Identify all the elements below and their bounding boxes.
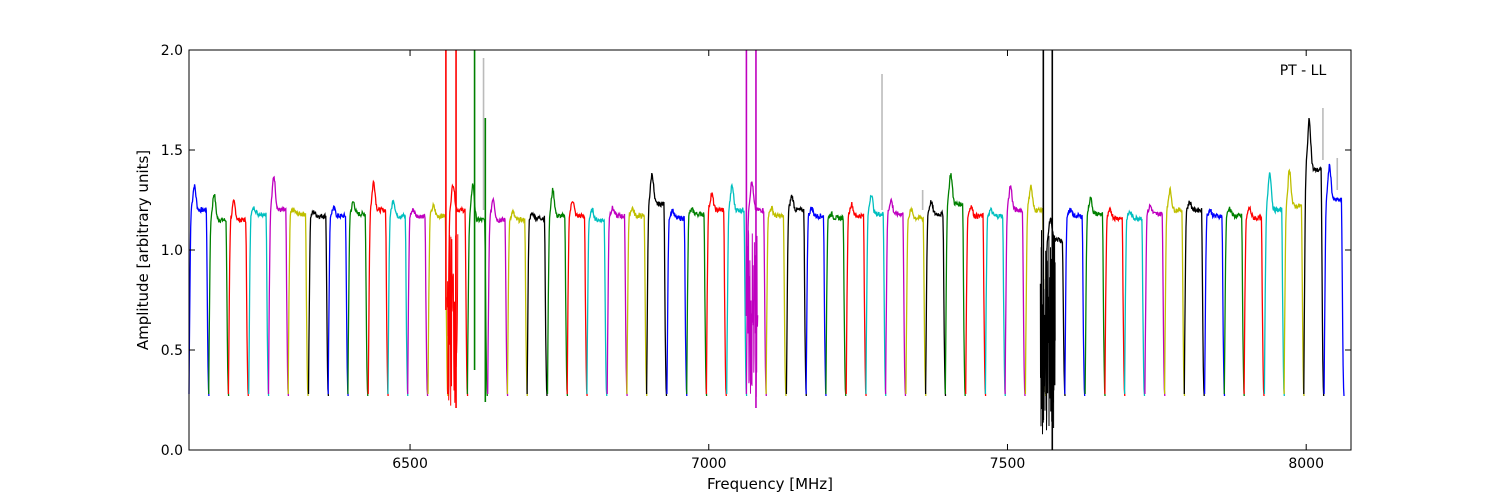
channel-trace bbox=[1084, 196, 1106, 397]
channel-trace bbox=[1024, 184, 1046, 397]
channel-trace bbox=[466, 183, 488, 397]
channel-trace bbox=[1263, 172, 1285, 397]
channel-trace bbox=[586, 207, 608, 397]
channel-trace bbox=[546, 187, 569, 397]
channel-trace bbox=[1064, 207, 1086, 397]
channel-trace bbox=[248, 206, 270, 397]
channel-trace bbox=[805, 206, 827, 397]
channel-trace bbox=[407, 208, 429, 397]
x-axis-ticks: 6500 7000 7500 8000 bbox=[392, 50, 1324, 472]
channel-trace bbox=[884, 197, 907, 397]
channel-trace bbox=[1144, 203, 1166, 397]
channel-trace bbox=[1223, 206, 1245, 397]
y-tick-label: 0.5 bbox=[161, 343, 183, 359]
channel-trace bbox=[686, 207, 708, 397]
x-tick-label: 8000 bbox=[1288, 456, 1324, 472]
y-axis-label: Amplitude [arbitrary units] bbox=[134, 150, 152, 350]
channel-trace bbox=[487, 196, 509, 397]
channel-trace bbox=[905, 206, 927, 397]
channel-trace bbox=[506, 208, 528, 397]
rfi-spikes bbox=[445, 50, 1339, 450]
channel-trace bbox=[765, 205, 787, 397]
channel-trace bbox=[984, 206, 1006, 397]
channel-trace bbox=[705, 192, 727, 397]
channel-trace bbox=[1323, 163, 1345, 397]
channel-trace bbox=[1283, 168, 1305, 397]
channel-trace bbox=[666, 208, 688, 397]
channel-trace bbox=[845, 202, 867, 397]
channel-trace bbox=[1163, 185, 1186, 397]
x-tick-label: 6500 bbox=[392, 456, 428, 472]
channel-trace bbox=[227, 199, 249, 397]
channel-trace bbox=[645, 172, 668, 397]
channel-trace bbox=[1243, 205, 1265, 397]
y-tick-label: 2.0 bbox=[161, 43, 183, 59]
x-tick-label: 7500 bbox=[990, 456, 1026, 472]
channel-trace bbox=[965, 205, 987, 397]
channel-trace bbox=[287, 206, 309, 397]
channel-trace bbox=[924, 200, 947, 397]
x-tick-label: 7000 bbox=[691, 456, 727, 472]
channel-trace bbox=[944, 173, 966, 397]
channel-trace bbox=[1203, 208, 1226, 397]
channel-trace bbox=[347, 201, 369, 397]
y-tick-label: 1.0 bbox=[161, 243, 183, 259]
channel-trace bbox=[327, 204, 349, 397]
channel-trace bbox=[387, 199, 409, 397]
spectrum-traces bbox=[188, 117, 1345, 435]
channel-trace bbox=[566, 201, 588, 397]
channel-trace bbox=[427, 201, 449, 397]
channel-trace bbox=[726, 182, 748, 397]
channel-trace bbox=[825, 211, 847, 397]
x-axis-label: Frequency [MHz] bbox=[707, 475, 833, 493]
channel-trace bbox=[307, 209, 330, 397]
channel-trace bbox=[367, 179, 389, 397]
channel-trace bbox=[785, 194, 807, 397]
channel-trace bbox=[188, 184, 210, 397]
y-axis-ticks: 0.0 0.5 1.0 1.5 2.0 bbox=[161, 43, 1351, 459]
channel-trace bbox=[1123, 209, 1146, 397]
channel-trace bbox=[1004, 185, 1026, 397]
channel-trace bbox=[1303, 117, 1325, 397]
channel-trace bbox=[626, 205, 648, 397]
channel-trace bbox=[606, 205, 628, 397]
channel-trace bbox=[208, 194, 230, 397]
channel-trace bbox=[526, 211, 548, 397]
y-tick-label: 1.5 bbox=[161, 143, 183, 159]
channel-trace bbox=[447, 183, 469, 397]
y-tick-label: 0.0 bbox=[161, 443, 183, 459]
channel-trace bbox=[1183, 200, 1205, 397]
channel-trace bbox=[865, 194, 887, 397]
chart-annotation: PT - LL bbox=[1280, 63, 1327, 79]
channel-trace bbox=[1104, 206, 1126, 397]
channel-trace bbox=[267, 175, 290, 397]
